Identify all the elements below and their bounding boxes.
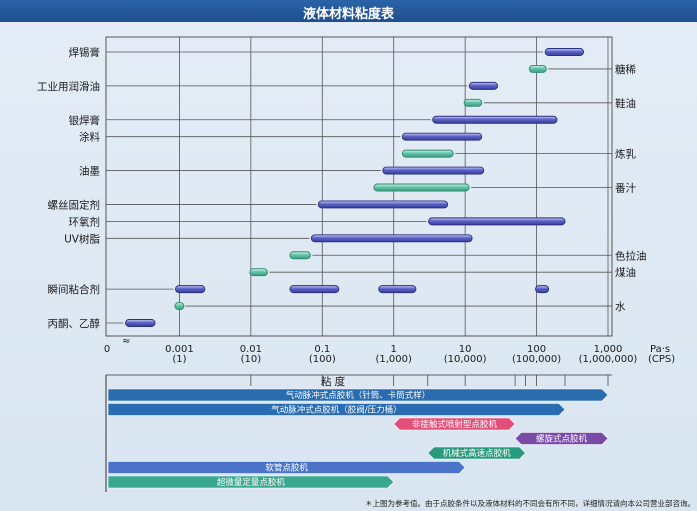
range-bar [125, 319, 156, 327]
applicability-label: 螺旋式点胶机 [536, 434, 588, 445]
applicability-bar [107, 403, 566, 416]
x-tick-label-zero: 0 [104, 344, 110, 355]
range-bar [428, 217, 566, 226]
row-label: 鞋油 [615, 97, 636, 110]
applicability-label: 超微量定量点胶机 [217, 477, 286, 488]
applicability-label: 气动脉冲式点胶机（胶阀/压力桶） [271, 405, 401, 416]
x-axis-label: 粘 度 [321, 375, 346, 388]
x-tick-label: 0.01 [240, 344, 262, 355]
x-unit-pa: Pa·s [650, 344, 670, 355]
range-bar [378, 285, 417, 294]
row-label: 丙酮、乙醇 [48, 317, 101, 330]
range-bar [174, 285, 206, 294]
x-tick-label-cps: (10,000) [444, 354, 487, 365]
range-bar [289, 285, 340, 294]
x-tick-label: 1,000 [594, 344, 623, 355]
applicability-label: 非接触式喷射型点胶机 [412, 419, 498, 430]
applicability-bar [393, 417, 516, 431]
row-label: 焊锡膏 [69, 46, 101, 59]
range-bar [382, 166, 485, 175]
range-bar [289, 251, 311, 260]
range-bar [317, 200, 449, 209]
applicability-bar [514, 432, 609, 445]
x-tick-label-cps: (1) [172, 354, 186, 365]
x-tick-label: 10 [459, 344, 472, 355]
applicability-bar [107, 461, 466, 474]
row-label: 煤油 [615, 266, 636, 279]
axis-break-mark: ≈ [122, 336, 130, 347]
x-tick-label-cps: (1,000) [375, 354, 412, 365]
range-bar [310, 234, 473, 243]
range-bar [463, 98, 483, 107]
x-tick-label-cps: (1,000,000) [579, 354, 638, 365]
range-bar [528, 64, 547, 73]
plot-frame [105, 36, 613, 337]
row-label: 银焊膏 [69, 114, 101, 127]
row-label: 涂料 [79, 131, 100, 144]
applicability-bar [107, 475, 395, 489]
footnote: ＊上图为参考值。由于点胶条件以及液体材料的不同会有所不同，详细情况请向本公司营业… [365, 499, 695, 508]
x-tick-label: 0.1 [314, 344, 330, 355]
range-bar [544, 48, 585, 56]
row-label: 炼乳 [615, 148, 636, 161]
x-tick-label: 1 [391, 344, 397, 355]
applicability-bar [107, 388, 609, 402]
row-label: 糖稀 [615, 63, 636, 76]
row-label: 瞬间粘合剂 [48, 283, 101, 296]
x-tick-label-cps: (100) [309, 354, 336, 365]
range-bar [401, 132, 483, 141]
range-bar [401, 149, 454, 158]
range-bar [535, 285, 550, 294]
row-label: UV树脂 [64, 232, 100, 245]
range-bar [249, 268, 268, 277]
x-tick-label-cps: (100,000) [512, 354, 561, 365]
range-bar [432, 115, 558, 124]
row-label: 番汁 [615, 182, 636, 195]
applicability-label: 气动脉冲式点胶机（针筒、卡筒式样） [286, 390, 431, 401]
row-label: 工业用润滑油 [37, 80, 100, 93]
x-tick-label: 0.001 [165, 344, 194, 355]
row-label: 油墨 [79, 165, 100, 178]
chart-title: 液体材料粘度表 [302, 7, 394, 22]
row-label: 环氧剂 [69, 215, 101, 228]
row-label: 色拉油 [615, 249, 647, 262]
x-unit-cps: (CPS) [648, 354, 675, 365]
applicability-label: 机械式高速点胶机 [443, 448, 512, 459]
applicability-bar [427, 446, 526, 460]
range-bar [468, 81, 499, 90]
applicability-label: 软管点胶机 [265, 463, 308, 474]
x-tick-label: 100 [527, 344, 546, 355]
range-bar [373, 183, 470, 192]
range-bar [174, 302, 185, 311]
x-tick-label-cps: (10) [241, 354, 262, 365]
row-label: 螺丝固定剂 [48, 198, 101, 211]
title-bar: 液体材料粘度表 [0, 0, 697, 22]
row-label: 水 [615, 301, 626, 313]
